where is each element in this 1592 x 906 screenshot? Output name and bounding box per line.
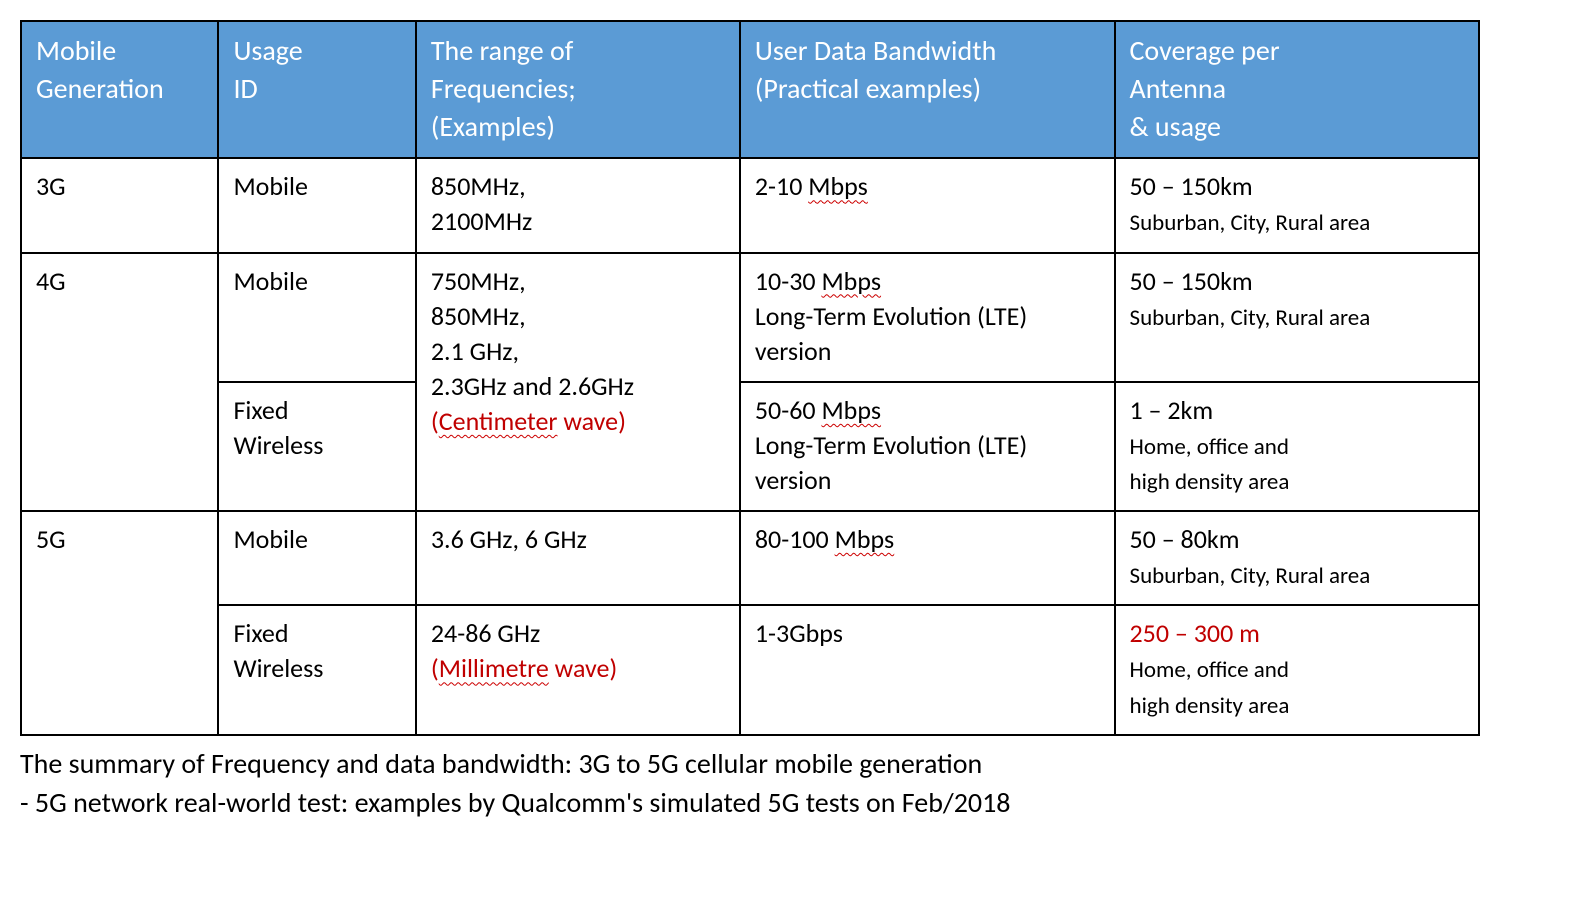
bw-detail: Long-Term Evolution (LTE) version (755, 429, 1027, 496)
coverage-area: Home, office and (1130, 656, 1289, 684)
cell-coverage: 50 – 150km Suburban, City, Rural area (1115, 253, 1480, 382)
col-header-coverage: Coverage perAntenna& usage (1115, 21, 1480, 158)
col-header-frequencies: The range ofFrequencies;(Examples) (416, 21, 740, 158)
table-caption: The summary of Frequency and data bandwi… (20, 744, 1480, 822)
cell-usage: FixedWireless (218, 382, 415, 511)
freq-line: 850MHz, (431, 170, 526, 202)
cell-bandwidth: 10-30 Mbps Long-Term Evolution (LTE) ver… (740, 253, 1115, 382)
cell-usage: Mobile (218, 158, 415, 252)
bw-unit: Mbps (821, 394, 881, 426)
cell-bandwidth: 1-3Gbps (740, 605, 1115, 734)
coverage-area: high density area (1130, 692, 1290, 720)
coverage-range: 50 – 150km (1130, 170, 1253, 202)
cell-generation: 3G (21, 158, 218, 252)
cell-coverage: 50 – 150km Suburban, City, Rural area (1115, 158, 1480, 252)
table-row: FixedWireless 24-86 GHz (Millimetre wave… (21, 605, 1479, 734)
bw-value: 50-60 (755, 394, 822, 426)
freq-note: (Centimeter wave) (431, 405, 626, 437)
cell-usage: Mobile (218, 253, 415, 382)
col-header-usage: UsageID (218, 21, 415, 158)
freq-note: (Millimetre wave) (431, 652, 617, 684)
coverage-area: Suburban, City, Rural area (1130, 562, 1371, 590)
table-row: 3G Mobile 850MHz, 2100MHz 2-10 Mbps 50 –… (21, 158, 1479, 252)
freq-line: 2100MHz (431, 205, 532, 237)
freq-line: 24-86 GHz (431, 617, 540, 649)
col-header-bandwidth: User Data Bandwidth(Practical examples) (740, 21, 1115, 158)
table-header-row: MobileGeneration UsageID The range ofFre… (21, 21, 1479, 158)
caption-line: - 5G network real-world test: examples b… (20, 785, 1011, 820)
cell-coverage: 1 – 2km Home, office and high density ar… (1115, 382, 1480, 511)
cell-frequencies: 850MHz, 2100MHz (416, 158, 740, 252)
freq-line: 2.1 GHz, (431, 335, 519, 367)
cell-generation: 4G (21, 253, 218, 512)
cell-bandwidth: 2-10 Mbps (740, 158, 1115, 252)
freq-line: 850MHz, (431, 300, 526, 332)
coverage-area: Suburban, City, Rural area (1130, 209, 1371, 237)
cell-frequencies: 3.6 GHz, 6 GHz (416, 511, 740, 605)
cell-coverage: 50 – 80km Suburban, City, Rural area (1115, 511, 1480, 605)
coverage-range: 1 – 2km (1130, 394, 1214, 426)
table-row: 5G Mobile 3.6 GHz, 6 GHz 80-100 Mbps 50 … (21, 511, 1479, 605)
bw-detail: Long-Term Evolution (LTE) version (755, 300, 1027, 367)
table-row: FixedWireless 50-60 Mbps Long-Term Evolu… (21, 382, 1479, 511)
cell-generation: 5G (21, 511, 218, 734)
coverage-range: 50 – 80km (1130, 523, 1240, 555)
cell-coverage: 250 – 300 m Home, office and high densit… (1115, 605, 1480, 734)
bw-value: 10-30 (755, 265, 822, 297)
cell-usage: Mobile (218, 511, 415, 605)
bw-value: 80-100 (755, 523, 835, 555)
col-header-generation: MobileGeneration (21, 21, 218, 158)
cell-usage: FixedWireless (218, 605, 415, 734)
freq-line: 2.3GHz and 2.6GHz (431, 370, 634, 402)
freq-line: 750MHz, (431, 265, 526, 297)
coverage-area: Home, office and (1130, 433, 1289, 461)
mobile-generation-table: MobileGeneration UsageID The range ofFre… (20, 20, 1480, 736)
table-row: 4G Mobile 750MHz, 850MHz, 2.1 GHz, 2.3GH… (21, 253, 1479, 382)
coverage-range: 250 – 300 m (1130, 617, 1260, 649)
cell-frequencies: 750MHz, 850MHz, 2.1 GHz, 2.3GHz and 2.6G… (416, 253, 740, 512)
bw-unit: Mbps (821, 265, 881, 297)
bw-value: 2-10 (755, 170, 808, 202)
bw-unit: Mbps (808, 170, 868, 202)
cell-frequencies: 24-86 GHz (Millimetre wave) (416, 605, 740, 734)
coverage-area: high density area (1130, 468, 1290, 496)
cell-bandwidth: 80-100 Mbps (740, 511, 1115, 605)
caption-line: The summary of Frequency and data bandwi… (20, 746, 982, 781)
coverage-range: 50 – 150km (1130, 265, 1253, 297)
coverage-area: Suburban, City, Rural area (1130, 304, 1371, 332)
bw-unit: Mbps (835, 523, 895, 555)
cell-bandwidth: 50-60 Mbps Long-Term Evolution (LTE) ver… (740, 382, 1115, 511)
